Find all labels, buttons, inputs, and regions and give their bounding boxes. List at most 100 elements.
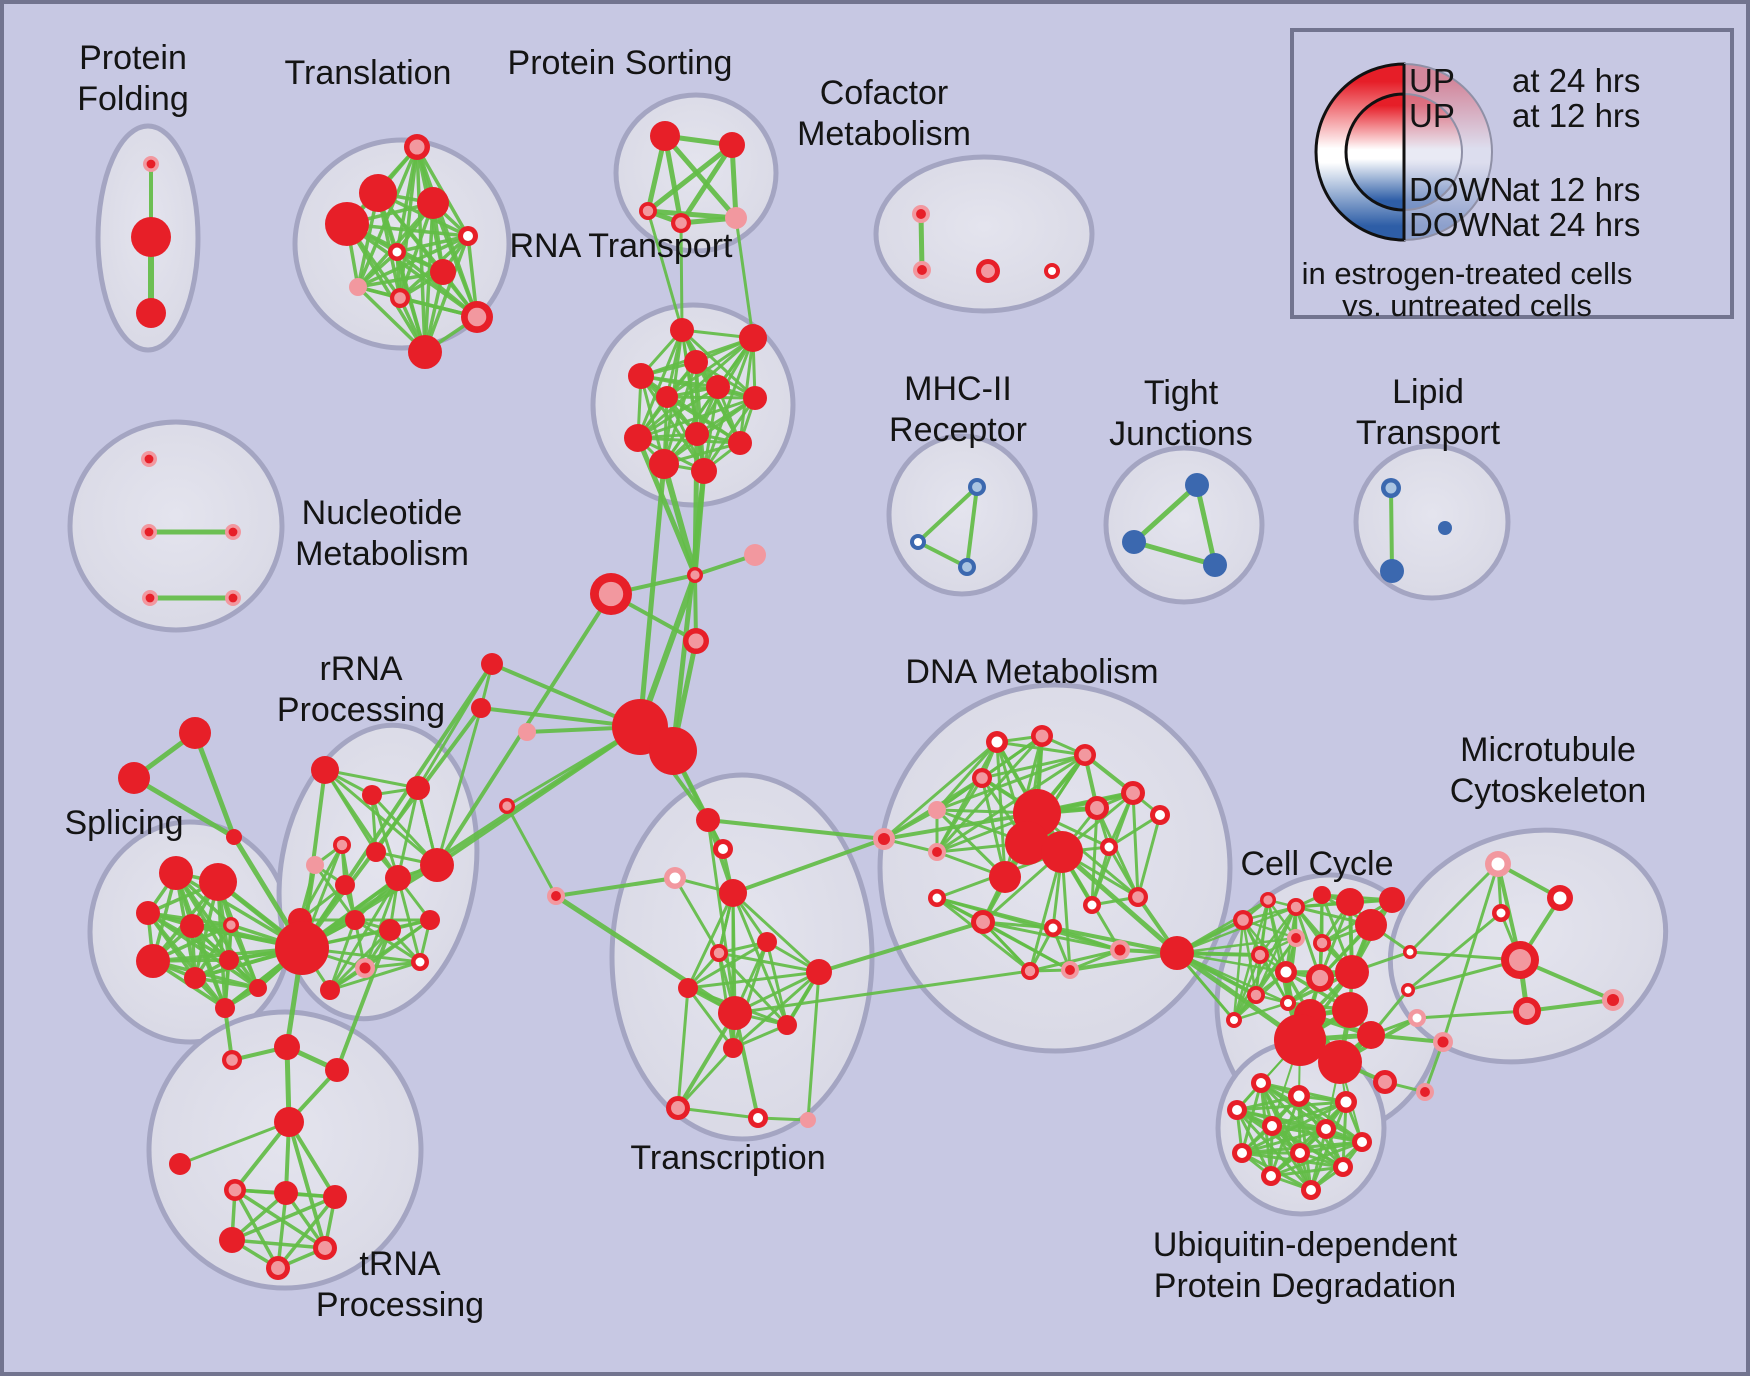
network-edge — [916, 540, 969, 569]
network-node-center — [1340, 1096, 1352, 1108]
network-node — [744, 544, 766, 566]
network-node — [800, 1112, 816, 1128]
network-node-center — [1087, 900, 1097, 910]
network-node-center — [976, 772, 988, 784]
network-edge — [396, 786, 420, 880]
network-edge — [665, 336, 755, 399]
network-node-center — [972, 482, 982, 492]
network-node-center — [1114, 944, 1126, 956]
network-edge — [356, 234, 470, 289]
network-node-center — [1048, 923, 1058, 933]
cluster-label-microtubule-cytoskeleton-0: Microtubule — [1460, 731, 1636, 769]
network-node-center — [1237, 1148, 1247, 1158]
network-edge — [1266, 898, 1290, 1005]
network-node — [325, 202, 369, 246]
network-node-center — [669, 872, 681, 884]
network-edge — [686, 986, 735, 1050]
network-edge — [882, 740, 999, 841]
network-node-center — [598, 581, 624, 607]
network-node-center — [1256, 1078, 1266, 1088]
network-node — [718, 996, 752, 1030]
network-node-center — [932, 893, 942, 903]
network-node-center — [1412, 1013, 1422, 1023]
network-node — [306, 856, 324, 874]
network-node-center — [713, 947, 725, 959]
network-node — [219, 1227, 245, 1253]
network-node-center — [1155, 810, 1165, 820]
network-edge — [702, 336, 755, 473]
network-node-center — [1078, 748, 1092, 762]
network-edge — [328, 918, 357, 992]
network-edge — [1095, 806, 1140, 899]
network-node — [1160, 936, 1194, 970]
network-edge — [356, 270, 445, 289]
network-node — [179, 717, 211, 749]
network-edge — [1028, 948, 1122, 973]
network-node — [725, 207, 747, 229]
legend-dir-down-24: DOWN — [1409, 206, 1513, 243]
network-edge — [1235, 1100, 1348, 1112]
network-node-center — [1321, 1124, 1331, 1134]
network-edge — [637, 461, 667, 730]
network-node — [1041, 831, 1083, 873]
network-edge — [1090, 845, 1111, 907]
network-edge — [731, 891, 821, 974]
network-node — [777, 1015, 797, 1035]
network-node-center — [145, 593, 155, 603]
cluster-label-cell-cycle-0: Cell Cycle — [1240, 845, 1393, 883]
legend-disc-inner-left — [1344, 92, 1406, 212]
network-node-center — [1048, 267, 1056, 275]
cluster-label-protein-sorting-0: Protein Sorting — [508, 44, 733, 82]
network-node-center — [753, 1113, 763, 1123]
network-node-center — [228, 527, 238, 537]
network-node — [420, 848, 454, 882]
network-node-center — [1126, 786, 1140, 800]
cluster-label-tight-junctions-0: Tight — [1144, 374, 1219, 412]
network-node-center — [914, 538, 922, 546]
network-edge — [1090, 806, 1099, 907]
network-node — [131, 217, 171, 257]
network-node — [1122, 530, 1146, 554]
network-node — [728, 431, 752, 455]
cluster-label-ubiquitin-degradation-1: Protein Degradation — [1154, 1267, 1456, 1305]
network-edge — [731, 970, 821, 1050]
network-node-center — [1263, 895, 1273, 905]
network-node — [719, 879, 747, 907]
network-edge — [431, 201, 479, 319]
network-edge — [916, 485, 979, 544]
legend-disc-inner-right-outline — [1403, 93, 1463, 211]
network-edge — [1068, 951, 1179, 972]
network-node — [359, 174, 397, 212]
cluster-label-transcription-0: Transcription — [630, 1139, 825, 1177]
network-node-center — [228, 1183, 242, 1197]
network-node-center — [1232, 1105, 1242, 1115]
network-edge — [645, 142, 735, 214]
network-node — [417, 187, 449, 219]
network-edge — [731, 837, 886, 895]
network-edge — [395, 234, 470, 254]
network-node — [706, 375, 730, 399]
network-node-center — [671, 1101, 685, 1115]
network-node — [1274, 1014, 1326, 1066]
network-node — [650, 121, 680, 151]
network-node-center — [551, 891, 561, 901]
network-node — [136, 298, 166, 328]
network-edge — [1258, 905, 1298, 957]
legend-disc-inner-right — [1404, 94, 1462, 210]
network-edge — [706, 818, 886, 841]
network-edge — [1240, 1127, 1328, 1155]
network-edge — [935, 753, 1087, 812]
network-edge — [1525, 998, 1615, 1013]
network-edge — [300, 662, 494, 950]
network-edge — [1406, 911, 1503, 992]
network-node-center — [394, 292, 406, 304]
network-edge — [1235, 1108, 1364, 1144]
network-edge — [287, 1120, 327, 1250]
network-node — [219, 950, 239, 970]
network-node-center — [502, 801, 512, 811]
network-node — [1336, 888, 1364, 916]
network-edge — [178, 1120, 291, 1166]
network-node — [1335, 955, 1369, 989]
legend-caption-line1: in estrogen-treated cells — [1302, 256, 1633, 291]
network-node — [169, 1153, 191, 1175]
